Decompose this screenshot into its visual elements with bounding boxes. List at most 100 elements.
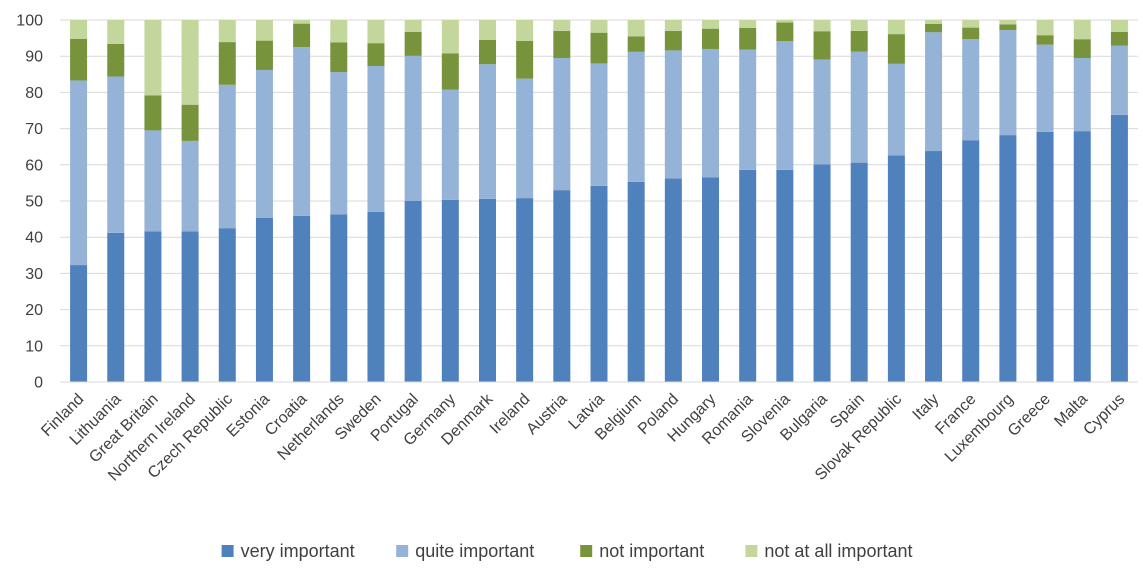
bar-segment-not-important [925,23,943,33]
bar-segment-quite-important [404,55,422,202]
bar-group-latvia [590,20,608,382]
bar-segment-very-important [181,231,199,382]
bar-segment-not-at-all-important [962,20,980,28]
bar-segment-not-important [1073,39,1091,59]
bar-group-greece [1036,20,1054,382]
bar-segment-not-at-all-important [404,20,422,32]
x-category-label: Austria [523,391,570,438]
bar-segment-not-at-all-important [627,20,645,37]
bar-group-czech-republic [218,20,236,382]
bar-segment-very-important [887,155,905,382]
bar-segment-very-important [1110,114,1128,383]
bar-segment-not-at-all-important [553,20,571,31]
bar-segment-quite-important [739,49,757,170]
y-tick-label: 20 [25,302,43,319]
bar-segment-not-important [999,24,1017,31]
bar-segment-not-at-all-important [478,20,496,40]
bar-segment-quite-important [70,80,88,266]
bar-group-estonia [255,20,273,382]
y-tick-label: 60 [25,157,43,174]
bar-segment-not-at-all-important [441,20,459,54]
bar-segment-not-at-all-important [330,20,348,43]
bar-segment-very-important [999,135,1017,382]
bar-segment-quite-important [813,59,831,165]
x-category-label: Greece [1005,391,1054,440]
bar-group-slovenia [776,20,794,382]
bar-group-poland [664,20,682,382]
bar-segment-not-at-all-important [813,20,831,32]
bar-segment-not-important [516,40,534,79]
bar-segment-very-important [664,178,682,382]
bar-segment-very-important [813,164,831,382]
bar-segment-not-at-all-important [702,20,720,29]
bar-segment-not-at-all-important [144,20,162,96]
bar-segment-very-important [739,169,757,382]
bar-segment-not-important [590,32,608,64]
bar-segment-not-important [218,42,236,85]
bar-segment-quite-important [999,30,1017,136]
bar-segment-very-important [293,215,311,382]
bar-segment-not-at-all-important [218,20,236,43]
bar-group-belgium [627,20,645,382]
bar-segment-quite-important [1036,44,1054,132]
bar-segment-not-important [664,30,682,51]
bar-segment-quite-important [850,51,868,163]
bar-group-italy [925,20,943,382]
bar-segment-not-important [813,31,831,60]
bar-segment-not-important [70,38,88,81]
bar-segment-very-important [962,140,980,382]
bar-segment-quite-important [1110,45,1128,115]
bar-segment-not-important [404,31,422,56]
bar-segment-not-at-all-important [255,20,273,41]
legend-swatch [745,545,758,557]
bar-segment-very-important [1073,131,1091,382]
bar-group-lithuania [107,20,125,382]
bar-segment-quite-important [1073,58,1091,132]
bar-segment-not-at-all-important [107,20,125,44]
bar-segment-not-important [144,95,162,131]
bar-segment-not-at-all-important [776,20,794,23]
bar-group-austria [553,20,571,382]
bar-segment-quite-important [516,78,534,199]
legend-item-very-important: very important [221,541,355,561]
bar-group-romania [739,20,757,382]
bar-segment-quite-important [590,63,608,186]
legend-item-not-important: not important [580,541,704,561]
bar-group-france [962,20,980,382]
bar-group-spain [850,20,868,382]
bar-segment-not-at-all-important [1073,20,1091,40]
legend-label: very important [241,541,355,561]
bar-segment-not-important [478,39,496,65]
bar-segment-very-important [441,199,459,382]
x-category-label: Italy [910,391,943,424]
bar-segment-quite-important [478,64,496,199]
bar-segment-quite-important [367,65,385,212]
bar-group-denmark [478,20,496,382]
bar-segment-quite-important [553,58,571,191]
bar-segment-not-important [441,53,459,90]
bar-segment-quite-important [181,140,199,232]
bar-segment-very-important [925,151,943,382]
bar-segment-very-important [702,177,720,382]
bar-segment-very-important [144,231,162,382]
bar-group-bulgaria [813,20,831,382]
bar-segment-quite-important [702,48,720,178]
bar-group-great-britain [144,20,162,382]
bar-segment-quite-important [441,89,459,200]
bar-segment-very-important [330,214,348,382]
bar-segment-quite-important [107,76,125,233]
bar-segment-not-important [181,104,199,141]
y-axis-ticks: 0 10 20 30 40 50 60 70 80 90 100 [16,13,43,392]
bar-segment-very-important [404,201,422,382]
bar-segment-very-important [516,198,534,382]
bar-segment-very-important [850,162,868,382]
bar-segment-very-important [255,218,273,382]
bar-segment-very-important [553,190,571,382]
bar-group-germany [441,20,459,382]
bar-group-malta [1073,20,1091,382]
bar-segment-not-important [887,34,905,64]
bar-segment-not-important [702,28,720,49]
bar-segment-not-at-all-important [181,20,199,105]
